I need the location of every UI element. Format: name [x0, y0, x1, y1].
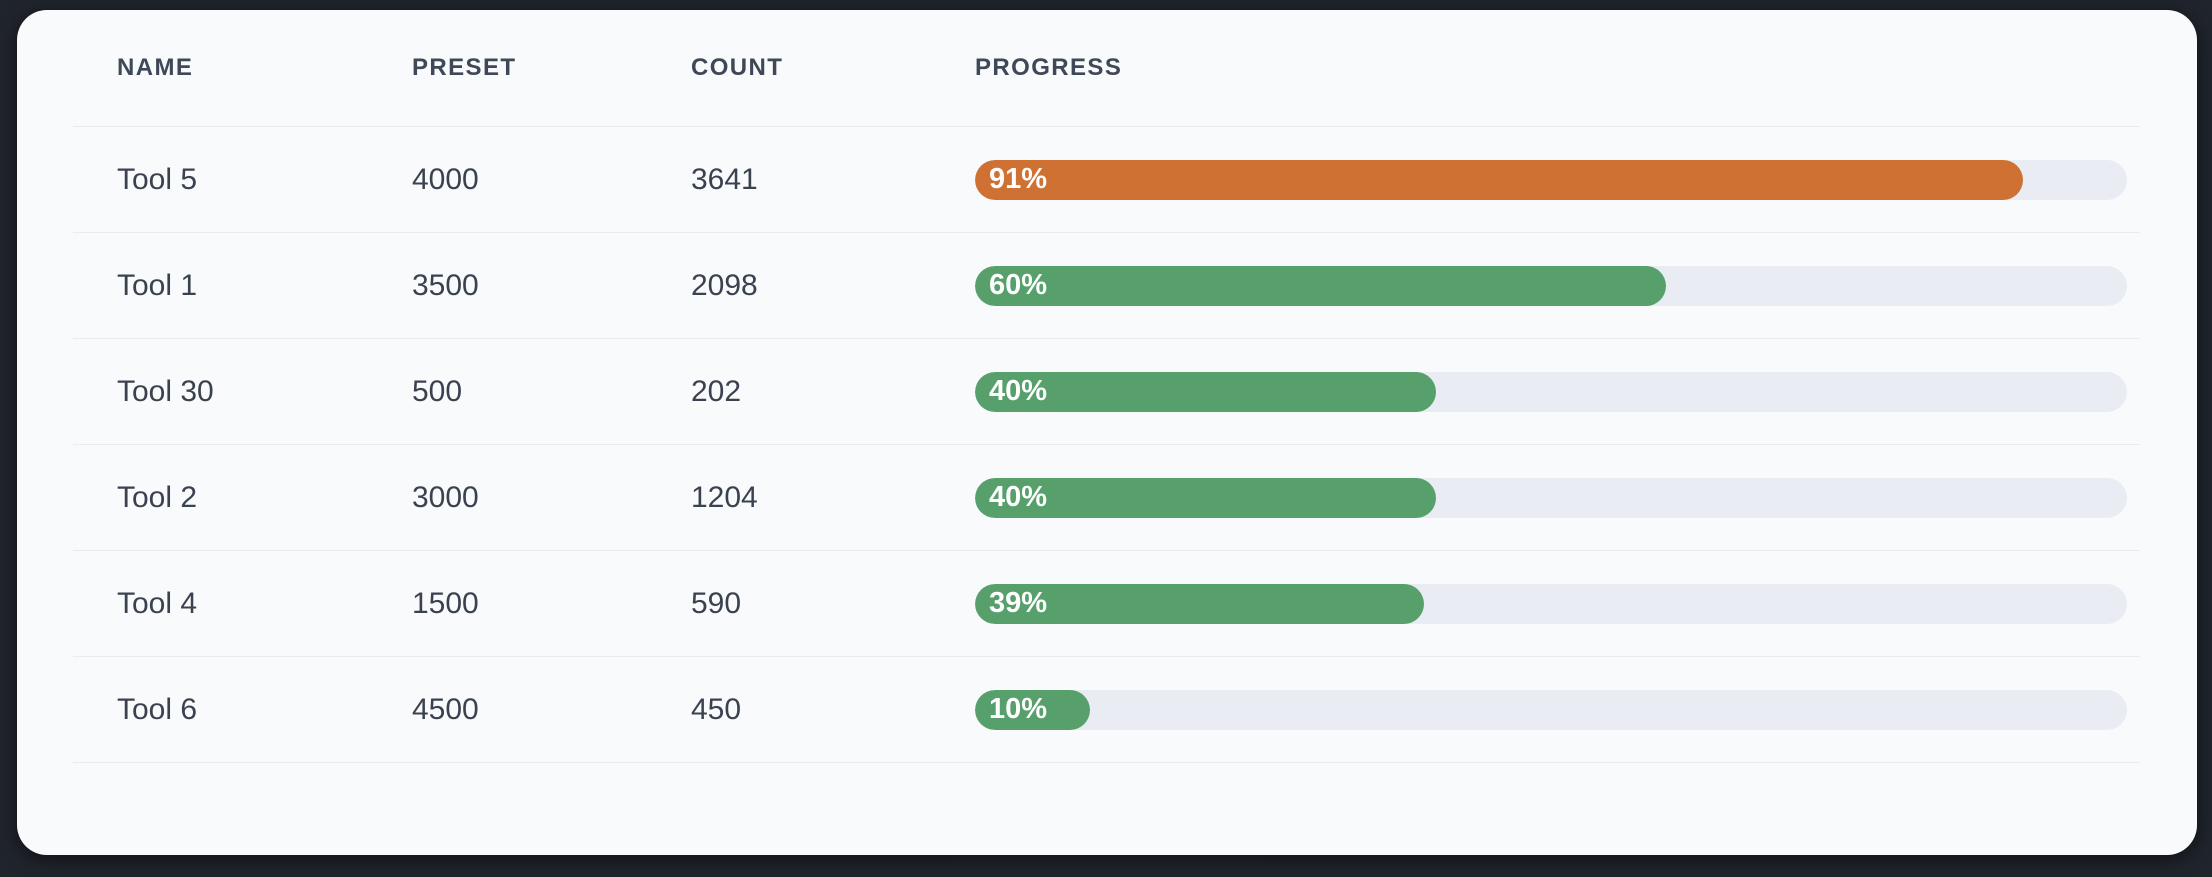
- cell-name: Tool 5: [117, 162, 198, 196]
- column-header-progress: PROGRESS: [975, 54, 1123, 81]
- cell-count: 590: [691, 586, 742, 620]
- table-row: Tool 1 3500 2098 60%: [73, 233, 2140, 339]
- column-header-count: COUNT: [691, 54, 784, 81]
- table-header-row: NAME PRESET COUNT PROGRESS: [73, 10, 2140, 127]
- cell-count: 202: [691, 374, 742, 408]
- progress-track: 40%: [975, 477, 2127, 518]
- table-row: Tool 5 4000 3641 91%: [73, 127, 2140, 233]
- cell-preset: 4000: [412, 162, 479, 196]
- table-row: Tool 2 3000 1204 40%: [73, 445, 2140, 551]
- cell-name: Tool 6: [117, 692, 198, 726]
- progress-percentage-label: 60%: [989, 269, 1048, 301]
- progress-percentage-label: 10%: [989, 693, 1048, 725]
- cell-progress: 60%: [975, 265, 2140, 306]
- progress-track: 10%: [975, 689, 2127, 730]
- cell-preset: 3500: [412, 268, 479, 302]
- progress-track: 60%: [975, 265, 2127, 306]
- progress-bar-fill: 40%: [975, 477, 1436, 518]
- cell-name: Tool 30: [117, 374, 214, 408]
- cell-preset: 1500: [412, 586, 479, 620]
- progress-percentage-label: 40%: [989, 481, 1048, 513]
- table-body: Tool 5 4000 3641 91% Tool 1 3500 2098 60…: [73, 127, 2140, 763]
- cell-preset: 4500: [412, 692, 479, 726]
- table-row: Tool 4 1500 590 39%: [73, 551, 2140, 657]
- cell-progress: 39%: [975, 583, 2140, 624]
- column-header-preset: PRESET: [412, 54, 517, 81]
- progress-track: 39%: [975, 583, 2127, 624]
- cell-progress: 40%: [975, 477, 2140, 518]
- progress-bar-fill: 39%: [975, 583, 1425, 624]
- progress-bar-fill: 10%: [975, 689, 1091, 730]
- cell-preset: 500: [412, 374, 463, 408]
- cell-progress: 10%: [975, 689, 2140, 730]
- cell-preset: 3000: [412, 480, 479, 514]
- cell-progress: 91%: [975, 159, 2140, 200]
- progress-percentage-label: 91%: [989, 163, 1048, 195]
- cell-name: Tool 4: [117, 586, 198, 620]
- cell-progress: 40%: [975, 371, 2140, 412]
- cell-count: 2098: [691, 268, 758, 302]
- cell-count: 3641: [691, 162, 758, 196]
- cell-name: Tool 2: [117, 480, 198, 514]
- cell-count: 450: [691, 692, 742, 726]
- progress-bar-fill: 60%: [975, 265, 1667, 306]
- progress-percentage-label: 39%: [989, 587, 1048, 619]
- tools-progress-table: NAME PRESET COUNT PROGRESS Tool 5 4000 3…: [73, 10, 2140, 763]
- progress-percentage-label: 40%: [989, 375, 1048, 407]
- progress-track: 91%: [975, 159, 2127, 200]
- column-header-name: NAME: [117, 54, 194, 81]
- table-row: Tool 30 500 202 40%: [73, 339, 2140, 445]
- cell-count: 1204: [691, 480, 758, 514]
- progress-bar-fill: 91%: [975, 159, 2024, 200]
- data-table-card: NAME PRESET COUNT PROGRESS Tool 5 4000 3…: [17, 10, 2197, 855]
- progress-track: 40%: [975, 371, 2127, 412]
- cell-name: Tool 1: [117, 268, 198, 302]
- progress-bar-fill: 40%: [975, 371, 1436, 412]
- table-row: Tool 6 4500 450 10%: [73, 657, 2140, 763]
